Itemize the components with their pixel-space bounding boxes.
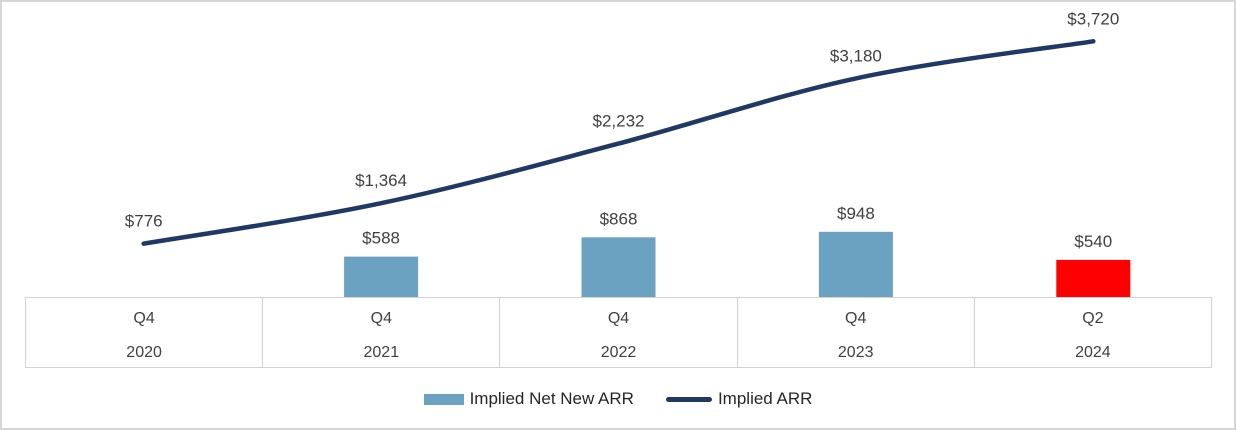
line-data-label-q4-2022: $2,232: [593, 112, 645, 131]
legend-item-net-new-arr: Implied Net New ARR: [423, 389, 634, 409]
legend-swatch-implied-arr-line: [665, 396, 712, 402]
x-axis-cell-q4-2021: Q4 2021: [262, 298, 499, 367]
legend-label-net-new-arr: Implied Net New ARR: [469, 389, 634, 408]
bar-q2-2024: [1056, 259, 1131, 297]
bar-data-label-q4-2023: $948: [837, 204, 875, 223]
bar-q4-2023: [818, 231, 893, 297]
x-axis-cell-q4-2023: Q4 2023: [736, 298, 974, 367]
x-axis-quarter-label: Q4: [845, 310, 867, 327]
line-data-label-q2-2024: $3,720: [1067, 9, 1119, 28]
x-axis-quarter-label: Q4: [133, 310, 155, 327]
x-axis-year-label: 2022: [600, 344, 637, 361]
bar-data-label-q4-2022: $868: [600, 209, 638, 228]
legend-item-implied-arr: Implied ARR: [665, 389, 813, 409]
x-axis-year-label: 2020: [126, 344, 162, 361]
bar-data-label-q2-2024: $540: [1074, 232, 1112, 251]
x-axis-table: Q4 2020 Q4 2021 Q4 2022 Q4 2023 Q2 2024: [25, 297, 1212, 368]
x-axis-quarter-label: Q4: [370, 310, 392, 327]
bar-q4-2022: [581, 237, 656, 297]
bar-data-label-q4-2021: $588: [362, 229, 400, 248]
x-axis-year-label: 2024: [1075, 344, 1111, 361]
line-data-label-q4-2021: $1,364: [355, 171, 407, 190]
bar-q4-2021: [344, 256, 419, 297]
x-axis-year-label: 2023: [837, 344, 874, 361]
line-data-label-q4-2020: $776: [125, 212, 163, 231]
x-axis-year-label: 2021: [363, 344, 400, 361]
implied-arr-line: [141, 39, 1096, 246]
legend: Implied Net New ARR Implied ARR: [0, 389, 1236, 409]
legend-swatch-net-new-arr: [423, 393, 464, 405]
x-axis-cell-q2-2024: Q2 2024: [973, 298, 1211, 367]
x-axis-quarter-label: Q4: [607, 310, 630, 327]
line-data-label-q4-2023: $3,180: [830, 46, 882, 65]
x-axis-quarter-label: Q2: [1082, 310, 1104, 327]
legend-label-implied-arr: Implied ARR: [717, 389, 813, 408]
x-axis-cell-q4-2022: Q4 2022: [499, 298, 736, 367]
x-axis-cell-q4-2020: Q4 2020: [26, 298, 262, 367]
